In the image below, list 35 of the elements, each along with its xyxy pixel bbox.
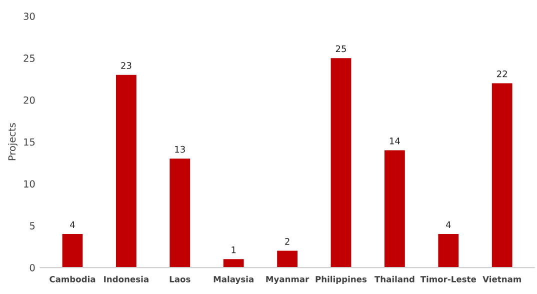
bar [330, 58, 352, 268]
bar [277, 250, 298, 268]
data-label: 13 [175, 146, 185, 153]
data-label: 14 [390, 138, 400, 144]
y-tick-label: 0 [30, 264, 35, 272]
x-tick-label: Myanmar [266, 276, 310, 284]
y-tick-label: 25 [24, 54, 35, 62]
y-tick-label: 10 [24, 180, 35, 188]
y-tick-label: 5 [30, 222, 35, 230]
x-tick-label: Cambodia [50, 276, 96, 282]
x-tick-label: Indonesia [104, 276, 148, 282]
y-tick-label: 20 [24, 96, 35, 104]
data-label: 2 [285, 238, 290, 245]
data-label: 22 [497, 70, 507, 78]
y-tick-label: 30 [24, 12, 35, 20]
y-tick-label: 15 [24, 138, 35, 146]
data-label: 4 [446, 221, 451, 228]
x-tick-label: Laos [170, 276, 190, 282]
bar [438, 234, 459, 268]
x-tick-label: Vietnam [482, 276, 521, 282]
bar [116, 74, 136, 268]
x-tick-label: Malaysia [214, 276, 254, 284]
data-label: 1 [232, 246, 236, 254]
bar [384, 150, 405, 268]
data-label: 4 [70, 221, 75, 228]
bar [170, 158, 190, 268]
data-label: 23 [121, 62, 132, 69]
x-tick-label: Timor-Leste [420, 276, 476, 282]
bar [492, 83, 512, 268]
x-tick-label: Thailand [374, 276, 414, 282]
data-label: 25 [336, 45, 346, 52]
bar [62, 234, 83, 268]
x-tick-label: Philippines [316, 276, 367, 284]
y-axis-title: Projects [8, 123, 18, 160]
bar [223, 259, 244, 268]
